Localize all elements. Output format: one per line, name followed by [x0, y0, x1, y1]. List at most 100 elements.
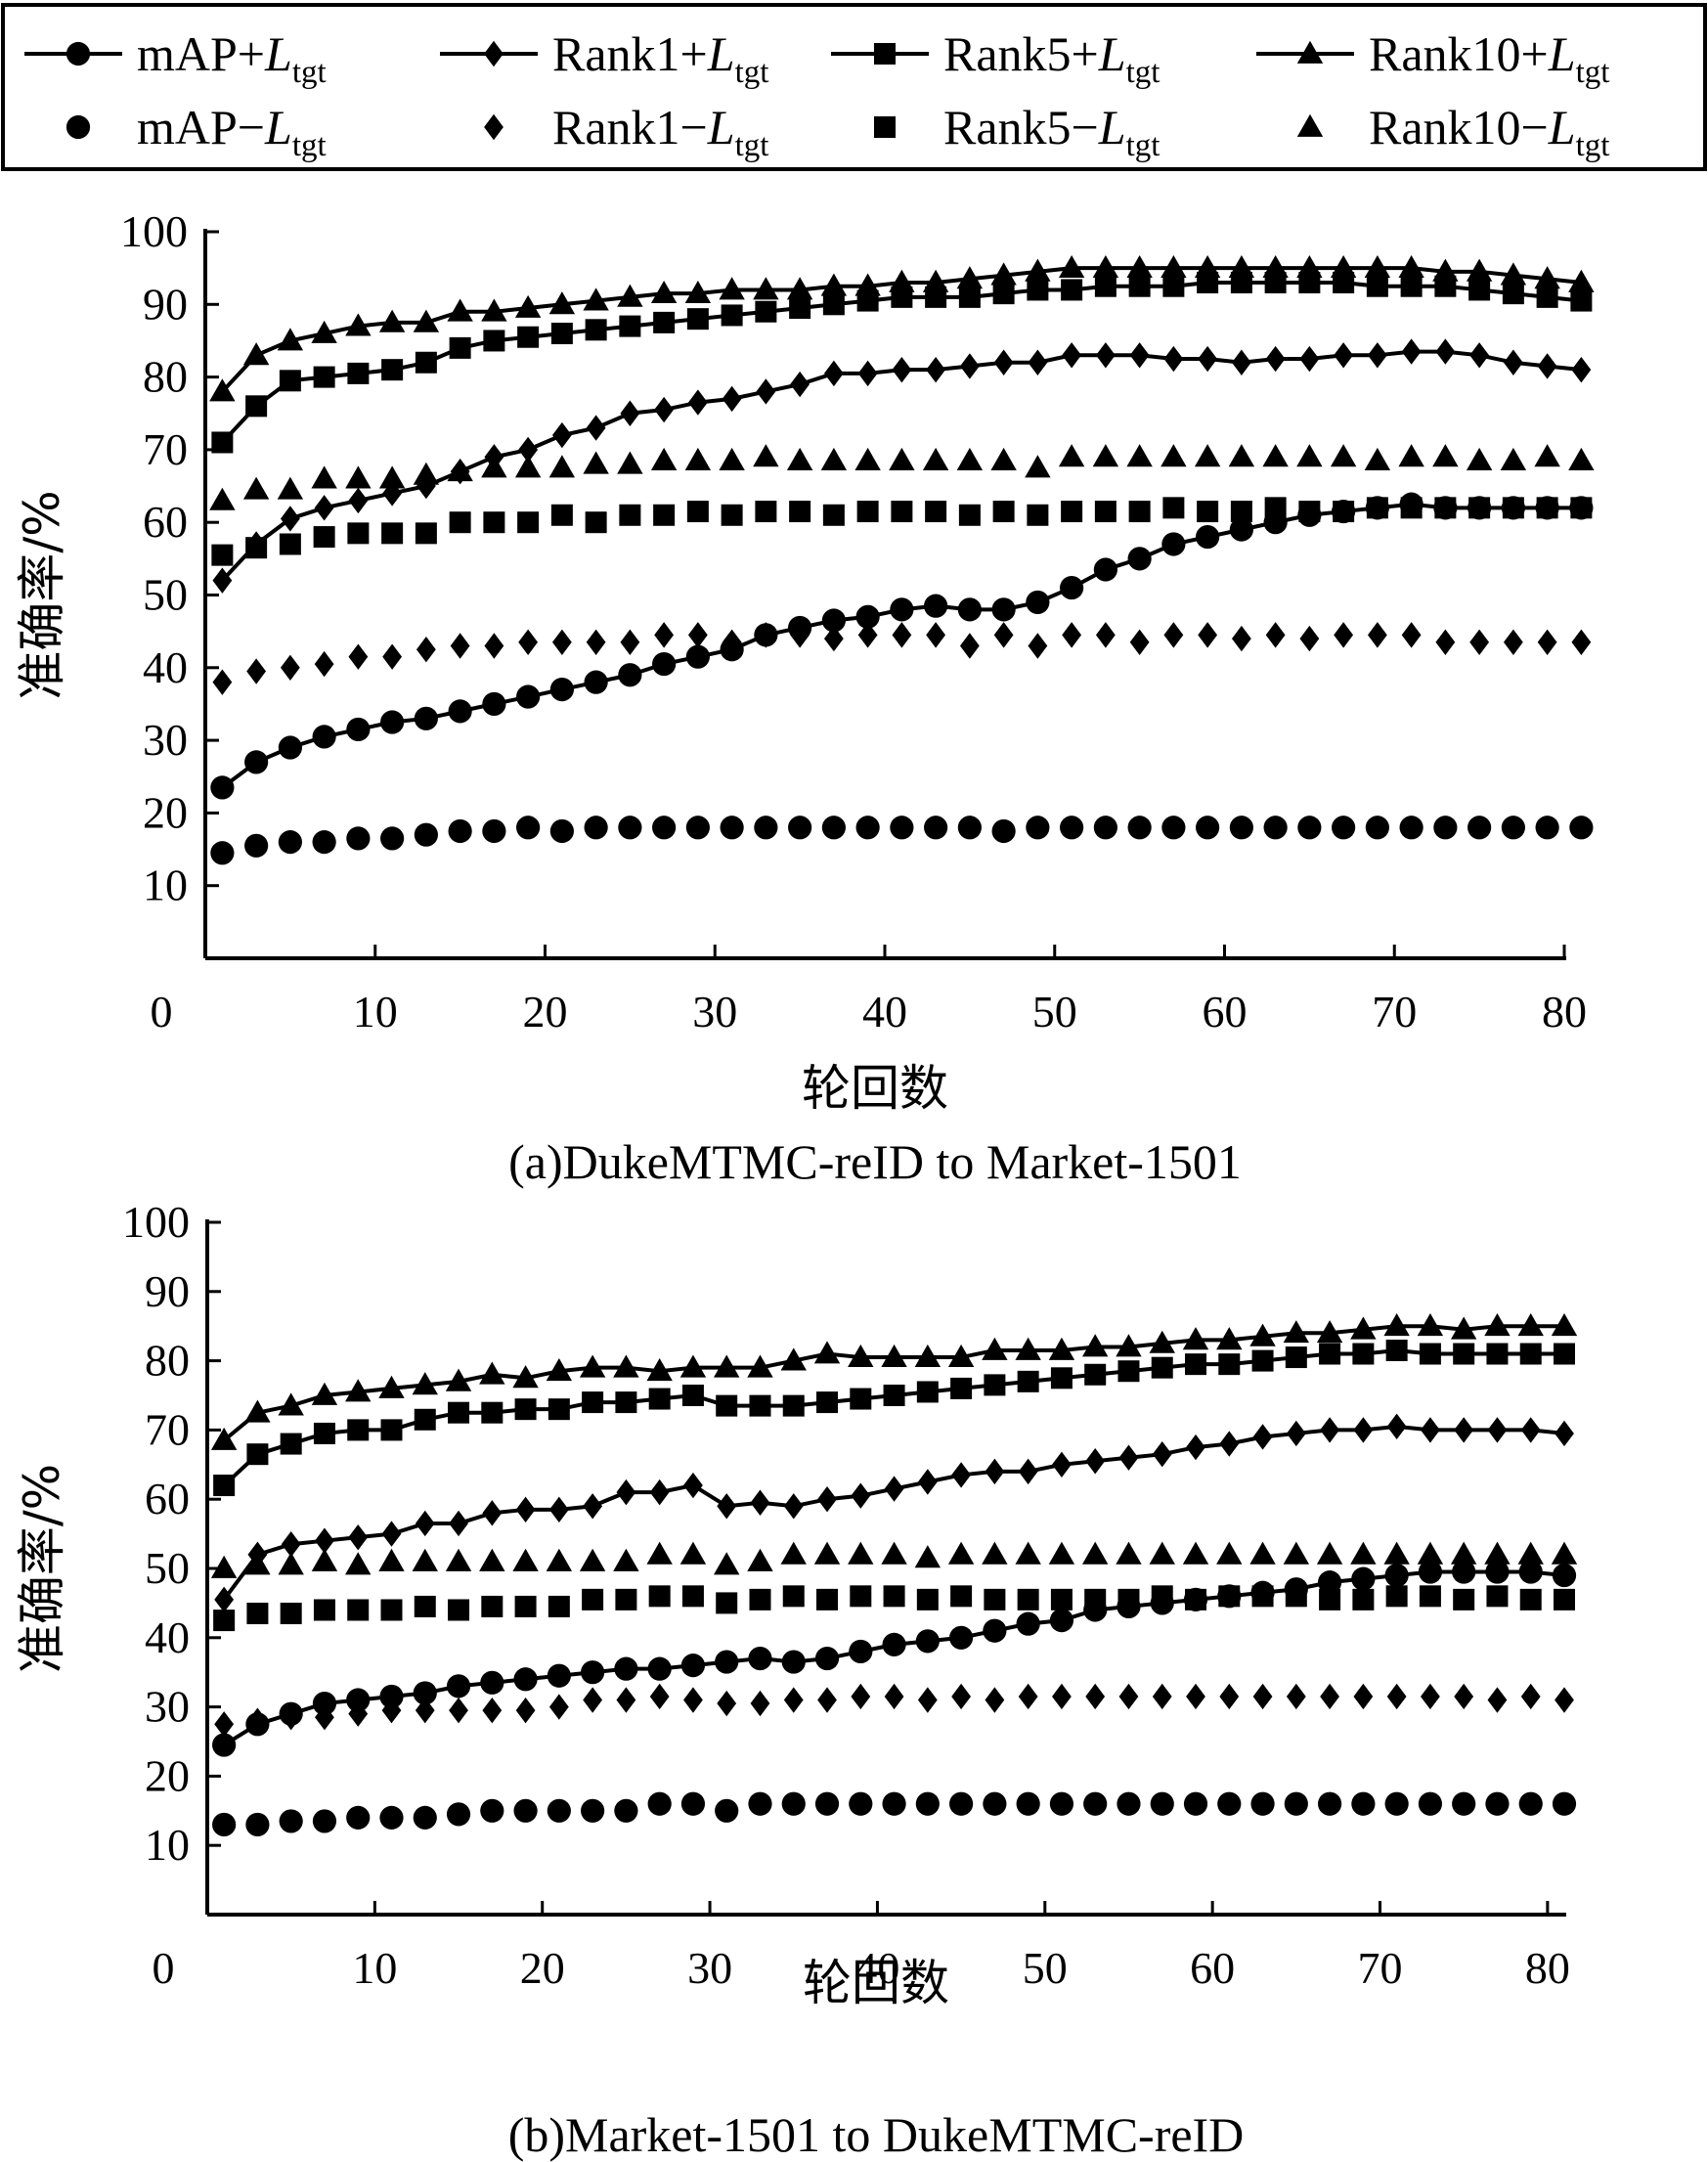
data-point	[714, 1552, 740, 1575]
data-point	[684, 447, 712, 470]
data-point	[1485, 1791, 1510, 1816]
data-point	[1469, 629, 1490, 655]
data-point	[984, 1588, 1006, 1610]
data-point	[1317, 1570, 1342, 1595]
data-point	[680, 1654, 706, 1678]
data-point	[620, 400, 640, 426]
data-point	[1263, 816, 1288, 840]
data-point	[914, 1545, 942, 1568]
data-point	[245, 537, 268, 559]
data-point	[1149, 1330, 1175, 1353]
data-point	[924, 816, 948, 840]
data-point	[949, 1791, 974, 1816]
data-point	[1536, 286, 1558, 308]
data-point	[279, 370, 301, 392]
data-point	[1016, 1791, 1040, 1816]
data-point	[790, 371, 810, 398]
data-point	[926, 622, 946, 648]
data-point	[246, 1603, 269, 1625]
data-point	[683, 1687, 703, 1713]
data-point	[1058, 444, 1085, 467]
data-point	[993, 622, 1014, 648]
data-point	[547, 1798, 571, 1823]
data-point	[1117, 1588, 1140, 1610]
data-point	[722, 629, 742, 655]
data-point	[1161, 254, 1187, 279]
data-point	[679, 1354, 707, 1378]
data-point	[1262, 254, 1289, 279]
data-point	[993, 349, 1014, 375]
data-point	[1520, 1417, 1541, 1443]
data-point	[649, 1683, 670, 1710]
data-point	[1095, 342, 1116, 369]
legend-item: Rank10+Ltgt	[1256, 26, 1609, 90]
data-point	[957, 816, 982, 840]
data-point	[484, 633, 504, 659]
legend-label: mAP+Ltgt	[137, 26, 327, 90]
data-point	[790, 622, 810, 648]
data-point	[1162, 275, 1185, 297]
data-point	[1366, 275, 1388, 297]
data-point	[1536, 497, 1558, 519]
data-point	[1418, 1560, 1443, 1584]
data-point	[720, 816, 744, 840]
data-point	[518, 629, 539, 655]
data-point	[650, 280, 678, 304]
data-point	[1018, 1683, 1038, 1710]
data-point	[856, 501, 879, 523]
data-point	[550, 323, 573, 345]
data-point	[884, 1683, 904, 1710]
data-point	[958, 504, 981, 526]
data-point	[1025, 455, 1051, 478]
data-point	[750, 1690, 770, 1717]
data-point	[516, 684, 541, 709]
y-tick-label: 10	[145, 1820, 190, 1870]
data-point	[1384, 1563, 1409, 1588]
data-point	[547, 1663, 571, 1688]
data-point	[547, 1398, 570, 1421]
data-point	[1198, 622, 1218, 648]
legend-item: mAP−Ltgt	[66, 100, 327, 163]
series-1	[214, 1413, 1574, 1613]
data-point	[546, 1358, 573, 1382]
data-point	[412, 1372, 438, 1395]
data-point	[646, 1541, 673, 1565]
data-point	[1468, 279, 1491, 301]
data-point	[1571, 629, 1592, 655]
data-point	[714, 1354, 740, 1378]
data-point	[889, 447, 915, 470]
data-point	[551, 421, 572, 449]
data-point	[721, 304, 743, 327]
y-tick-label: 70	[145, 1404, 190, 1454]
data-point	[753, 277, 779, 300]
series-5	[214, 1683, 1574, 1738]
data-point	[1503, 629, 1523, 655]
data-point	[1330, 254, 1357, 279]
x-tick-label: 70	[1358, 1943, 1403, 1993]
data-point	[1265, 622, 1286, 648]
data-point	[278, 735, 302, 760]
data-point	[483, 330, 505, 352]
data-point	[345, 313, 372, 336]
data-point	[958, 286, 981, 308]
data-point	[1284, 1791, 1308, 1816]
data-point	[280, 1603, 302, 1625]
data-point	[1127, 816, 1152, 840]
data-point	[1350, 1541, 1377, 1565]
data-point	[650, 447, 678, 470]
data-point	[783, 1493, 804, 1520]
data-point	[1385, 1339, 1408, 1361]
data-point	[1252, 1424, 1273, 1450]
data-point	[1518, 1560, 1543, 1584]
data-point	[916, 1588, 939, 1610]
data-point	[1535, 816, 1559, 840]
data-point	[849, 1791, 873, 1816]
data-point	[1161, 444, 1187, 467]
data-point	[517, 326, 540, 348]
data-point	[279, 1809, 303, 1833]
data-point	[1081, 1334, 1109, 1357]
data-point	[652, 816, 677, 840]
data-point	[849, 1639, 873, 1664]
data-point	[547, 1595, 570, 1617]
data-point	[1197, 501, 1219, 523]
